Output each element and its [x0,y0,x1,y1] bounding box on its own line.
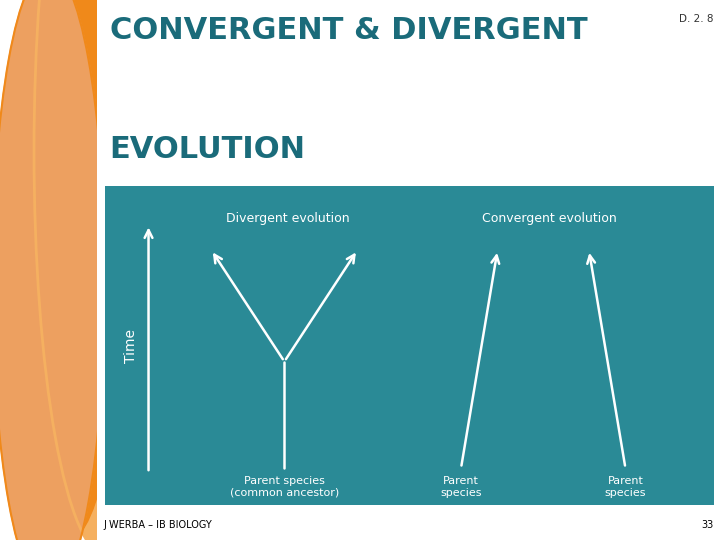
Circle shape [9,0,127,540]
Circle shape [34,0,180,540]
Text: Divergent evolution: Divergent evolution [225,212,349,225]
Text: COMPARE: COMPARE [293,230,407,249]
FancyBboxPatch shape [104,186,714,505]
Text: J WERBA – IB BIOLOGY: J WERBA – IB BIOLOGY [104,520,212,530]
Text: Command term =: Command term = [109,230,323,249]
Text: CONVERGENT & DIVERGENT: CONVERGENT & DIVERGENT [109,16,588,45]
Text: 33: 33 [701,520,714,530]
Text: Parent species
(common ancestor): Parent species (common ancestor) [230,476,339,498]
Text: EVOLUTION: EVOLUTION [109,135,306,164]
Text: Convergent evolution: Convergent evolution [482,212,617,225]
Text: Parent
species: Parent species [440,476,482,498]
Text: Time: Time [124,329,138,362]
Text: D. 2. 8: D. 2. 8 [679,14,714,24]
Text: Parent
species: Parent species [605,476,647,498]
Circle shape [0,0,105,540]
